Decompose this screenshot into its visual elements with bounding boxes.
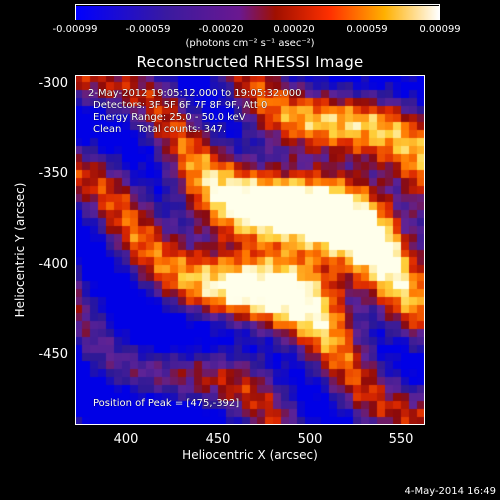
chart-title: Reconstructed RHESSI Image (136, 53, 364, 71)
y-tick-label: -450 (38, 347, 68, 362)
peak-position-label: Position of Peak = [475,-392] (93, 398, 240, 409)
colorbar (75, 4, 440, 20)
time-range-label: 2-May-2012 19:05:12.000 to 19:05:32.000 (88, 88, 302, 99)
colorbar-tick-label: -0.00059 (125, 24, 171, 35)
x-tick-label: 450 (205, 432, 231, 447)
energy-range-label: Energy Range: 25.0 - 50.0 keV (93, 112, 246, 123)
x-tick-label: 400 (113, 432, 139, 447)
colorbar-tick-label: 0.00099 (419, 24, 461, 35)
heatmap-image (75, 75, 425, 425)
timestamp: 4-May-2014 16:49 (404, 486, 496, 497)
x-tick-label: 550 (388, 432, 414, 447)
colorbar-gradient (76, 6, 439, 20)
y-tick-label: -350 (38, 166, 68, 181)
colorbar-units: (photons cm⁻² s⁻¹ asec⁻²) (185, 38, 315, 49)
colorbar-tick-label: -0.00020 (198, 24, 244, 35)
y-tick-label: -400 (38, 257, 68, 272)
y-tick-label: -300 (38, 76, 68, 91)
colorbar-tick-label: 0.00059 (346, 24, 388, 35)
x-axis-label: Heliocentric X (arcsec) (182, 448, 318, 462)
total-counts-label: Clean Total counts: 347. (93, 124, 227, 135)
colorbar-tick-label: 0.00020 (273, 24, 315, 35)
y-axis-label: Heliocentric Y (arcsec) (13, 182, 27, 318)
detectors-label: Detectors: 3F 5F 6F 7F 8F 9F, Att 0 (93, 100, 268, 111)
x-tick-label: 500 (297, 432, 323, 447)
colorbar-tick-label: -0.00099 (52, 24, 98, 35)
